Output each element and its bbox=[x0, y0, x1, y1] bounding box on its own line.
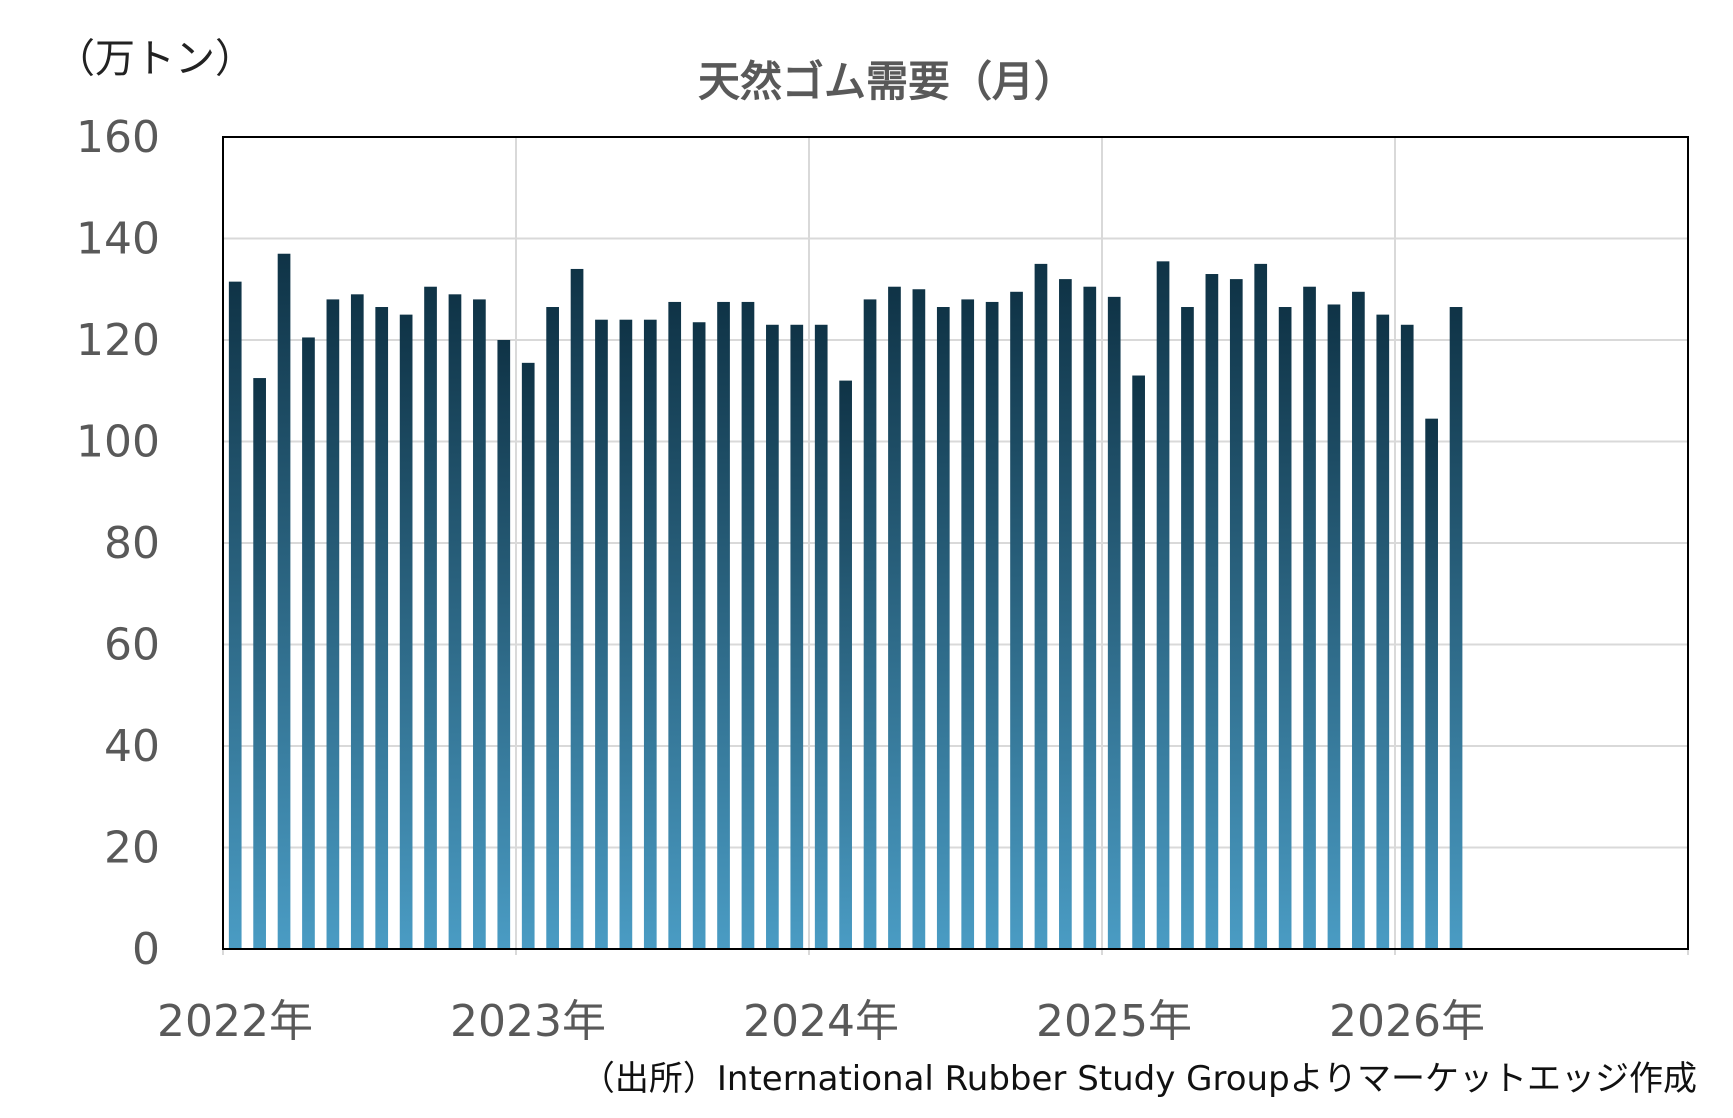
bar bbox=[1034, 263, 1048, 950]
bar bbox=[741, 301, 755, 949]
bar bbox=[717, 301, 730, 949]
y-tick-label: 40 bbox=[104, 721, 160, 772]
x-tick-label: 2026年 bbox=[1329, 996, 1485, 1047]
y-unit-label: （万トン） bbox=[55, 36, 255, 82]
bar bbox=[888, 286, 901, 950]
y-tick-label: 20 bbox=[104, 823, 160, 874]
bar bbox=[595, 319, 608, 949]
bar bbox=[1205, 274, 1219, 949]
y-tick-label: 140 bbox=[76, 214, 160, 265]
bar bbox=[1107, 296, 1121, 949]
x-axis-ticks: 2022年 2023年 2024年 2025年 2026年 bbox=[157, 996, 1485, 1047]
x-tick-label: 2022年 bbox=[157, 996, 313, 1047]
bar bbox=[1352, 291, 1365, 949]
bar bbox=[1376, 314, 1390, 950]
bar bbox=[399, 314, 413, 950]
bar bbox=[985, 301, 999, 949]
bar bbox=[643, 319, 657, 949]
bar bbox=[814, 324, 828, 949]
bar bbox=[570, 268, 584, 949]
bar bbox=[1132, 375, 1145, 949]
bars bbox=[228, 253, 1463, 950]
bar bbox=[1010, 291, 1023, 949]
y-axis-ticks: 0 20 40 60 80 100 120 140 160 bbox=[76, 112, 160, 975]
bar bbox=[863, 299, 877, 949]
bar bbox=[1449, 307, 1463, 949]
bar bbox=[1181, 307, 1194, 949]
bar bbox=[1327, 304, 1341, 950]
bar bbox=[375, 307, 389, 949]
bar bbox=[302, 337, 315, 950]
bar bbox=[1400, 324, 1414, 949]
y-tick-label: 160 bbox=[76, 112, 160, 163]
bar bbox=[546, 307, 559, 949]
bar bbox=[448, 294, 462, 949]
bar bbox=[668, 301, 682, 949]
bar bbox=[473, 299, 486, 949]
bar bbox=[521, 362, 535, 950]
bar bbox=[497, 340, 511, 949]
bar bbox=[228, 281, 242, 949]
x-tick-label: 2024年 bbox=[743, 996, 899, 1047]
bar bbox=[1229, 279, 1243, 950]
bar bbox=[253, 378, 266, 949]
bar bbox=[619, 319, 633, 949]
y-tick-label: 100 bbox=[76, 417, 160, 468]
bar bbox=[1425, 418, 1438, 949]
bar bbox=[766, 324, 779, 949]
bar bbox=[1059, 279, 1072, 950]
source-note: （出所）International Rubber Study Groupよりマー… bbox=[581, 1059, 1697, 1099]
bar bbox=[1303, 286, 1316, 950]
bar bbox=[961, 299, 975, 949]
bar bbox=[1083, 286, 1097, 950]
bar bbox=[277, 253, 291, 950]
x-tick-label: 2025年 bbox=[1036, 996, 1192, 1047]
bar bbox=[326, 299, 340, 949]
chart-title: 天然ゴム需要（月） bbox=[698, 57, 1076, 106]
y-tick-label: 60 bbox=[104, 620, 160, 671]
y-tick-label: 120 bbox=[76, 315, 160, 366]
bar bbox=[839, 380, 852, 950]
y-tick-label: 80 bbox=[104, 518, 160, 569]
bar bbox=[790, 324, 804, 949]
bar bbox=[936, 307, 950, 949]
x-tick-label: 2023年 bbox=[450, 996, 606, 1047]
gridlines bbox=[222, 136, 1689, 955]
bar bbox=[912, 289, 926, 949]
bar bbox=[1156, 261, 1170, 950]
bar bbox=[424, 286, 437, 950]
bar bbox=[1278, 307, 1292, 949]
bar bbox=[692, 322, 706, 949]
bar bbox=[1254, 263, 1268, 950]
y-tick-label: 0 bbox=[132, 924, 160, 975]
plot-area-border bbox=[222, 136, 1689, 950]
bar bbox=[350, 294, 364, 949]
